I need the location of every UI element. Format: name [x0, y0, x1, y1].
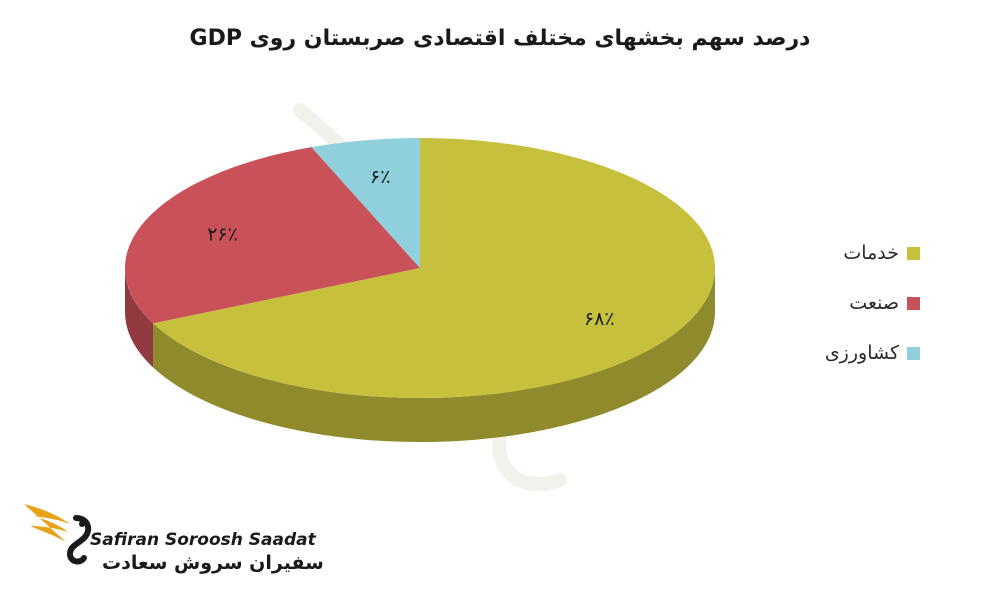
pie-slice — [124, 147, 421, 324]
pie-slice — [311, 138, 420, 268]
pie-tops — [124, 138, 715, 398]
pie-slice-side — [125, 268, 154, 368]
pie-slice — [153, 138, 715, 398]
legend-item: خدمات — [790, 240, 920, 266]
pie-slice-side — [153, 268, 715, 442]
legend-item: صنعت — [790, 290, 920, 316]
legend-label: خدمات — [843, 242, 899, 264]
pie-data-label: ۲۶٪ — [207, 224, 238, 246]
legend-label: صنعت — [849, 292, 899, 314]
pie-sides — [125, 268, 715, 442]
legend-swatch — [907, 296, 920, 310]
logo-latin-text: Safiran Soroosh Saadat — [90, 530, 316, 550]
pie-data-label: ۶٪ — [370, 166, 390, 188]
pie-data-label: ۶۸٪ — [584, 308, 615, 330]
logo-persian-text: سفیران سروش سعادت — [102, 552, 324, 574]
legend-swatch — [907, 246, 920, 260]
chart-title: درصد سهم بخشهای مختلف اقتصادی صربستان رو… — [189, 26, 811, 51]
legend-swatch — [907, 346, 920, 360]
chart-legend: خدمات صنعت کشاورزی — [790, 240, 920, 390]
swan-wing-logo-icon — [24, 504, 92, 565]
legend-item: کشاورزی — [790, 340, 920, 366]
pie-labels: ۶۸٪ ۲۶٪ ۶٪ — [207, 166, 614, 330]
company-logo: Safiran Soroosh Saadat سفیران سروش سعادت — [20, 494, 324, 584]
legend-label: کشاورزی — [824, 342, 899, 364]
